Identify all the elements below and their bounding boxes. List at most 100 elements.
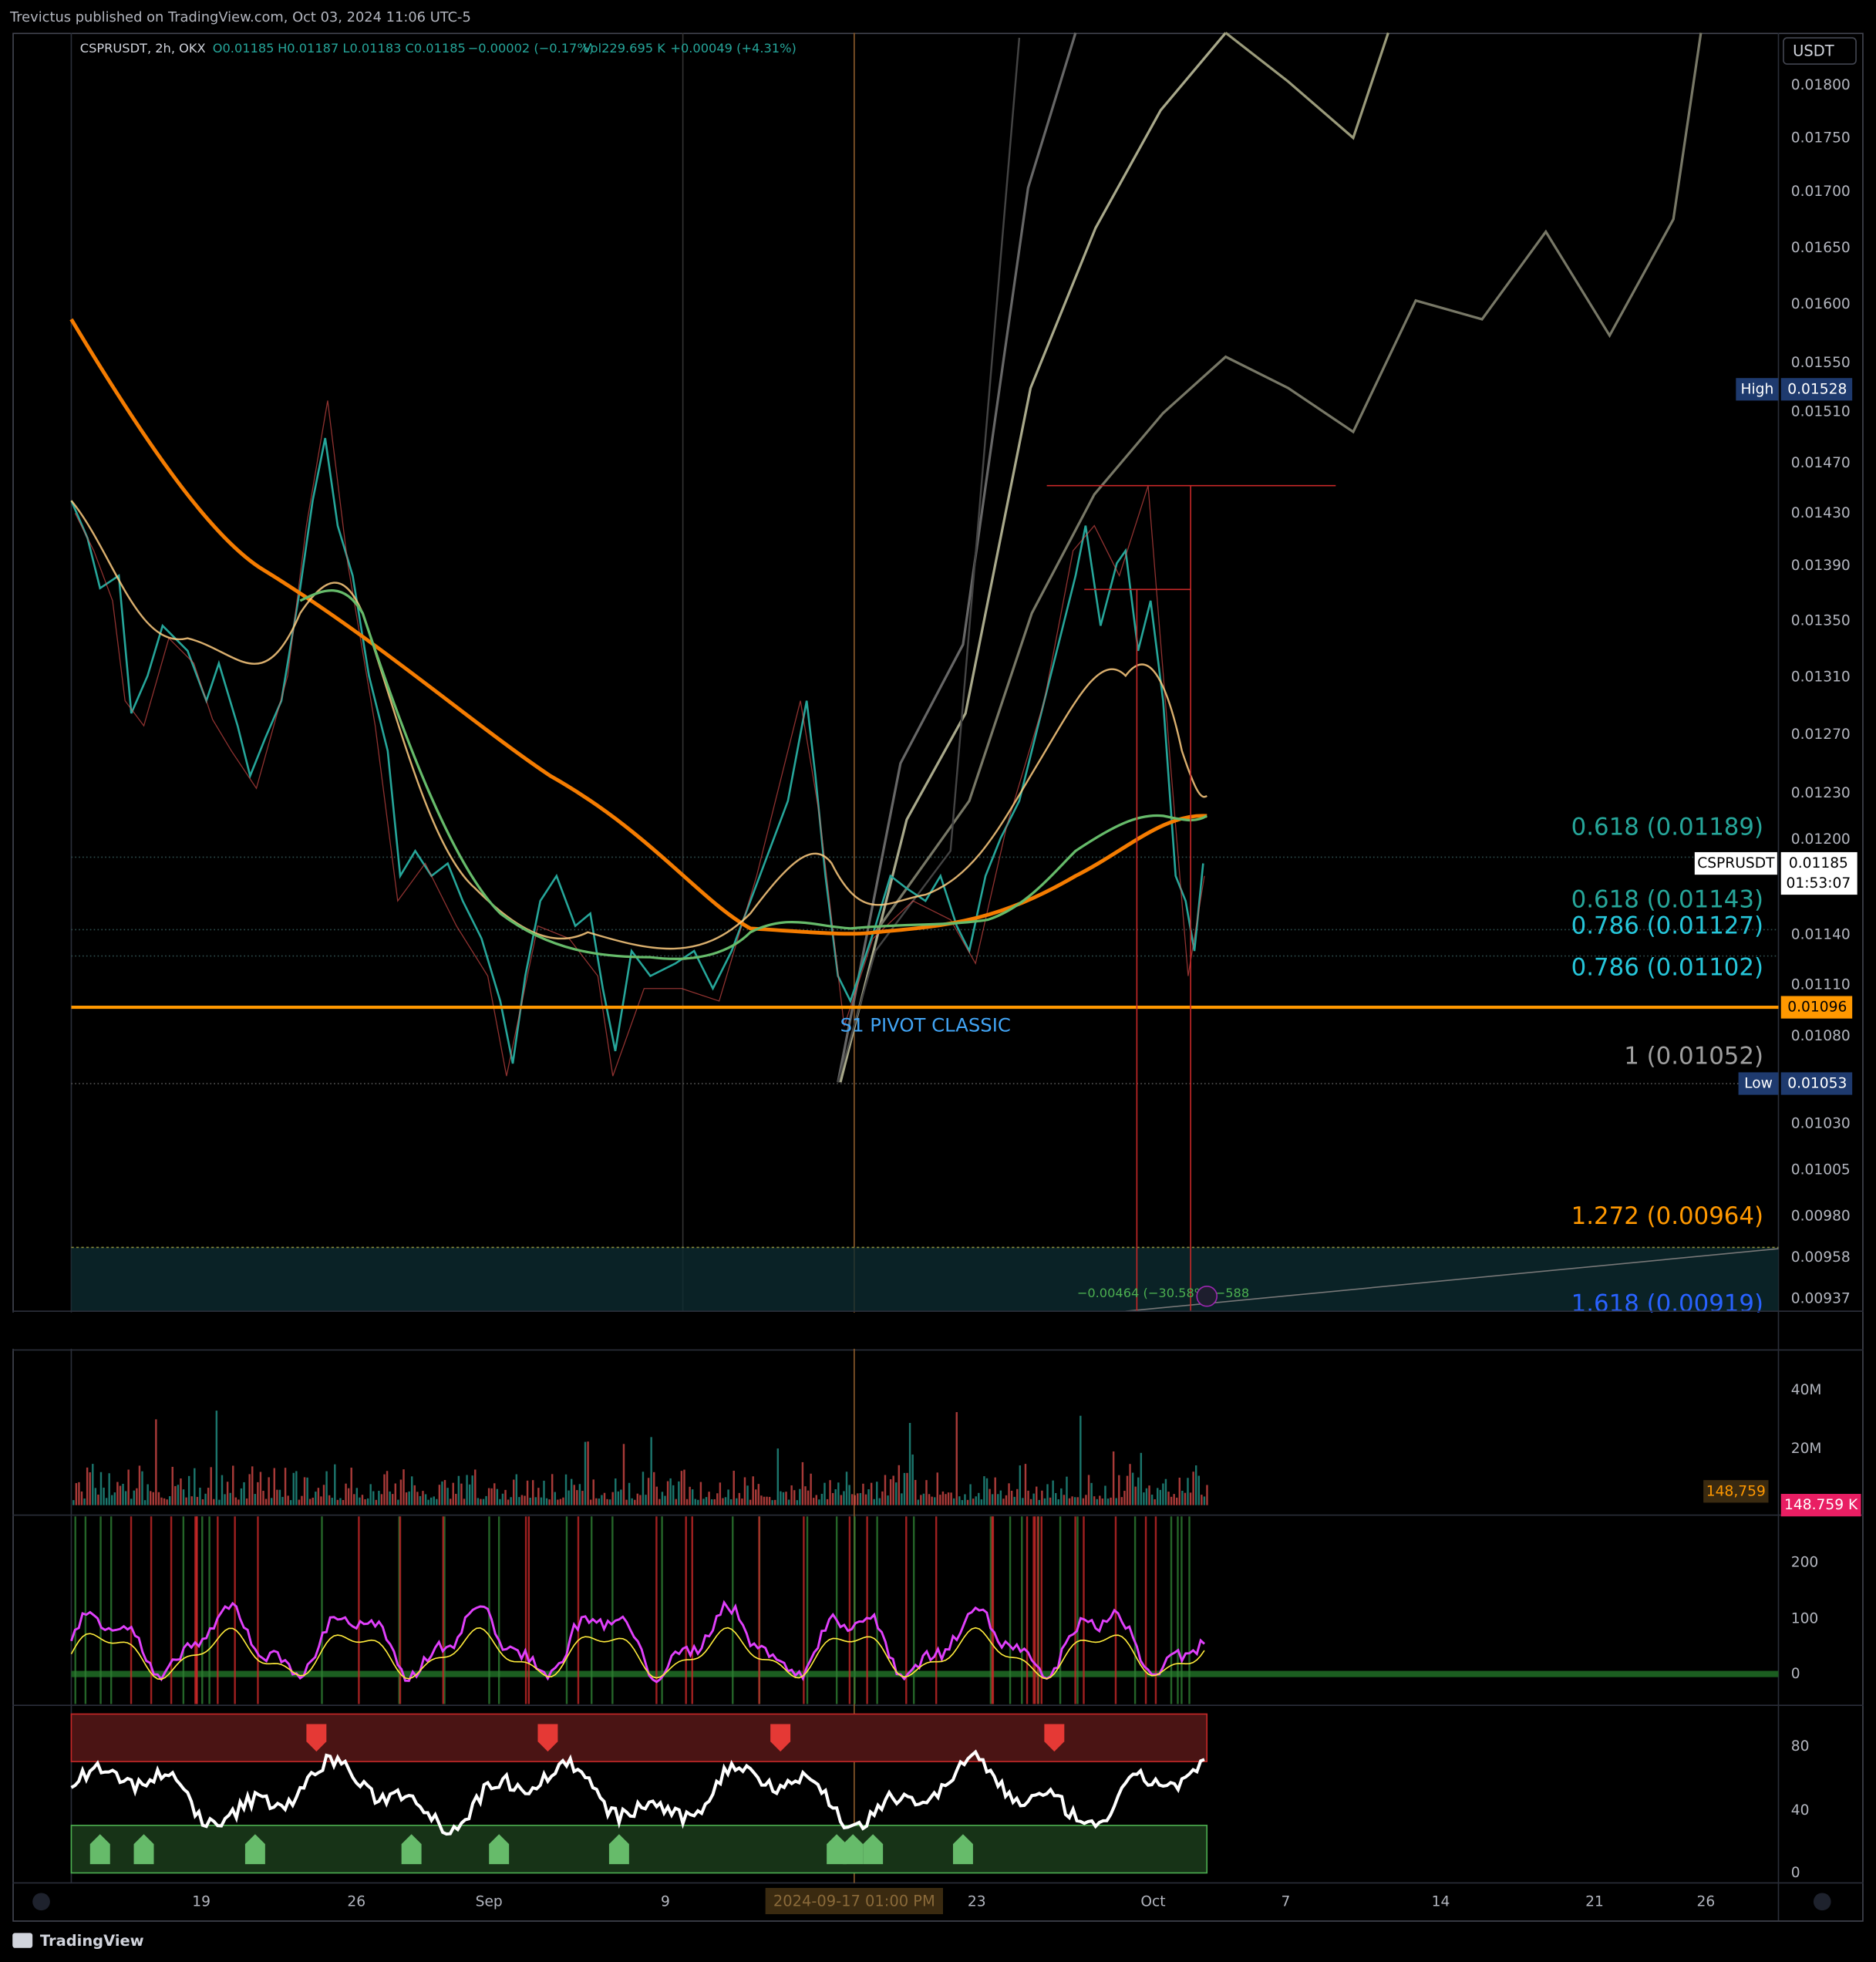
currency-button[interactable] xyxy=(1783,37,1857,65)
low-badge-value-box xyxy=(1780,1072,1853,1095)
volume-bar xyxy=(807,1490,810,1505)
volume-bar xyxy=(598,1498,601,1505)
volume-bar xyxy=(639,1495,642,1505)
volume-bar xyxy=(889,1479,892,1505)
volume-bar xyxy=(147,1484,149,1505)
currency-label[interactable]: USDT xyxy=(1793,42,1834,59)
high-badge-label: High xyxy=(1740,381,1773,397)
volume-bar xyxy=(818,1499,820,1505)
volume-bar xyxy=(1110,1497,1112,1505)
time-axis-label: 26 xyxy=(1697,1893,1716,1910)
price-axis-label: 0.00980 xyxy=(1791,1208,1851,1224)
auto-scale-button[interactable] xyxy=(1813,1893,1831,1911)
volume-bar xyxy=(881,1491,884,1505)
volume-bar xyxy=(317,1488,320,1505)
price-series xyxy=(70,437,1204,1064)
volume-bar xyxy=(446,1488,449,1505)
rsi-sell-markers xyxy=(306,1724,1065,1752)
volume-bar xyxy=(1052,1480,1054,1505)
legend-indicator: +0.00049 (+4.31%) xyxy=(670,41,796,56)
volume-bar xyxy=(1016,1488,1019,1505)
volume-bar xyxy=(372,1491,375,1505)
volume-bar xyxy=(650,1437,652,1505)
volume-bar xyxy=(1167,1492,1170,1505)
volume-bar xyxy=(259,1472,262,1505)
volume-bar xyxy=(328,1495,331,1505)
volume-bar xyxy=(136,1488,138,1505)
volume-bar xyxy=(903,1472,906,1505)
volume-bar xyxy=(755,1489,757,1505)
projection-line xyxy=(874,32,1703,933)
volume-bar xyxy=(520,1495,524,1505)
volume-bar xyxy=(1137,1477,1140,1505)
high-badge-value: 0.01528 xyxy=(1787,381,1847,397)
buy-marker xyxy=(244,1834,265,1865)
time-axis-label: 9 xyxy=(661,1893,670,1910)
rsi-line xyxy=(70,1749,1205,1836)
volume-bar xyxy=(857,1493,859,1505)
volume-bar xyxy=(911,1454,914,1505)
published-note: Trevictus published on TradingView.com, … xyxy=(9,9,471,25)
volume-bar xyxy=(234,1497,237,1505)
volume-bar xyxy=(99,1472,103,1505)
sell-marker xyxy=(537,1724,558,1752)
volume-bar xyxy=(799,1488,801,1505)
volume-bar xyxy=(312,1497,314,1505)
volume-bar xyxy=(168,1496,171,1505)
volume-bar xyxy=(564,1474,568,1505)
measure-box xyxy=(1046,484,1336,1312)
time-axis-label: Sep xyxy=(476,1893,503,1910)
volume-bar xyxy=(980,1499,983,1505)
osc-axis-label: 0 xyxy=(1791,1666,1800,1682)
volume-bar xyxy=(141,1471,143,1505)
volume-bar xyxy=(631,1498,633,1505)
volume-bar xyxy=(441,1481,443,1505)
volume-bar xyxy=(251,1466,254,1505)
volume-bar xyxy=(1123,1491,1126,1505)
volume-bar xyxy=(113,1492,116,1505)
volume-bar xyxy=(1173,1494,1175,1505)
volume-bar xyxy=(94,1488,97,1505)
volume-bar xyxy=(617,1491,620,1505)
volume-bar xyxy=(908,1423,911,1505)
volume-bar xyxy=(815,1495,817,1505)
volume-bar xyxy=(1178,1477,1181,1505)
volume-bar xyxy=(1008,1483,1010,1505)
volume-bar xyxy=(515,1474,518,1505)
projection-line xyxy=(837,32,1077,1083)
volume-bar xyxy=(257,1482,259,1505)
rsi-axis-label: 0 xyxy=(1791,1865,1800,1881)
crosshair-time: 2024-09-17 01:00 PM xyxy=(773,1892,935,1910)
ema-fast xyxy=(70,500,1207,950)
trend-line xyxy=(1125,1248,1779,1313)
volume-bar xyxy=(1145,1488,1148,1505)
low-badge-label: Low xyxy=(1744,1076,1773,1092)
volume-bar xyxy=(166,1499,168,1505)
time-axis-label: 23 xyxy=(968,1893,986,1910)
volume-bar xyxy=(955,1411,958,1505)
volume-bar xyxy=(719,1482,722,1505)
volume-bar xyxy=(1157,1488,1159,1505)
alert-icon xyxy=(1196,1285,1218,1307)
volume-bar xyxy=(664,1495,666,1505)
price-axis-label: 0.01030 xyxy=(1791,1115,1851,1131)
volume-bar xyxy=(636,1493,639,1505)
high-badge-value-box xyxy=(1780,378,1853,401)
volume-bar xyxy=(416,1492,419,1505)
volume-bar xyxy=(289,1500,292,1505)
zoom-button[interactable] xyxy=(32,1893,50,1911)
price-axis-label: 0.01005 xyxy=(1791,1161,1851,1178)
volume-bar xyxy=(551,1474,554,1505)
volume-bar xyxy=(308,1498,312,1505)
sell-marker xyxy=(306,1724,327,1752)
volume-bar xyxy=(810,1473,812,1505)
volume-bar xyxy=(457,1475,460,1505)
volume-bar xyxy=(669,1478,672,1505)
volume-bar xyxy=(443,1480,446,1505)
volume-bar xyxy=(906,1472,908,1505)
legend-low: L0.01183 xyxy=(342,41,401,56)
volume-bar xyxy=(710,1499,713,1505)
volume-bar xyxy=(727,1489,729,1505)
volume-bar xyxy=(215,1411,218,1505)
symbol-badge xyxy=(1694,851,1777,875)
